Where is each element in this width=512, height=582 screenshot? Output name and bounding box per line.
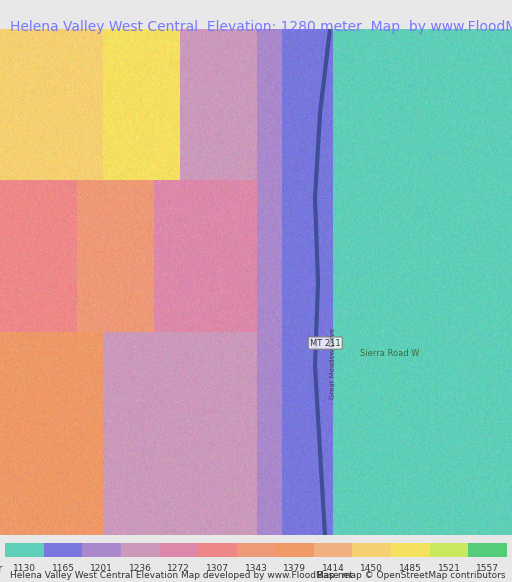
Text: 1557: 1557	[476, 563, 499, 573]
FancyBboxPatch shape	[44, 542, 82, 557]
Text: 1414: 1414	[322, 563, 345, 573]
FancyBboxPatch shape	[121, 542, 160, 557]
Text: 1201: 1201	[90, 563, 113, 573]
Text: 1343: 1343	[245, 563, 267, 573]
Text: 1521: 1521	[438, 563, 460, 573]
FancyBboxPatch shape	[160, 542, 198, 557]
FancyBboxPatch shape	[275, 542, 314, 557]
FancyBboxPatch shape	[391, 542, 430, 557]
Text: 1485: 1485	[399, 563, 422, 573]
FancyBboxPatch shape	[430, 542, 468, 557]
Text: Sierra Road W: Sierra Road W	[360, 349, 419, 358]
Text: 1130: 1130	[13, 563, 36, 573]
Text: meter: meter	[0, 563, 3, 573]
FancyBboxPatch shape	[82, 542, 121, 557]
Text: 1236: 1236	[129, 563, 152, 573]
FancyBboxPatch shape	[5, 542, 44, 557]
Text: 1165: 1165	[52, 563, 75, 573]
FancyBboxPatch shape	[198, 542, 237, 557]
FancyBboxPatch shape	[468, 542, 507, 557]
Text: Base map © OpenStreetMap contributors: Base map © OpenStreetMap contributors	[317, 570, 506, 580]
Text: 1379: 1379	[283, 563, 306, 573]
Text: MT 211: MT 211	[310, 339, 340, 347]
FancyBboxPatch shape	[237, 542, 275, 557]
Text: Great Meadow Drive: Great Meadow Drive	[330, 328, 336, 399]
Text: 1307: 1307	[206, 563, 229, 573]
Text: 1272: 1272	[167, 563, 190, 573]
FancyBboxPatch shape	[352, 542, 391, 557]
FancyBboxPatch shape	[314, 542, 352, 557]
Text: Helena Valley West Central Elevation Map developed by www.FloodMap.net: Helena Valley West Central Elevation Map…	[10, 570, 353, 580]
Text: Helena Valley West Central  Elevation: 1280 meter  Map  by www.FloodMap.net (: Helena Valley West Central Elevation: 12…	[10, 20, 512, 34]
Text: 1450: 1450	[360, 563, 383, 573]
